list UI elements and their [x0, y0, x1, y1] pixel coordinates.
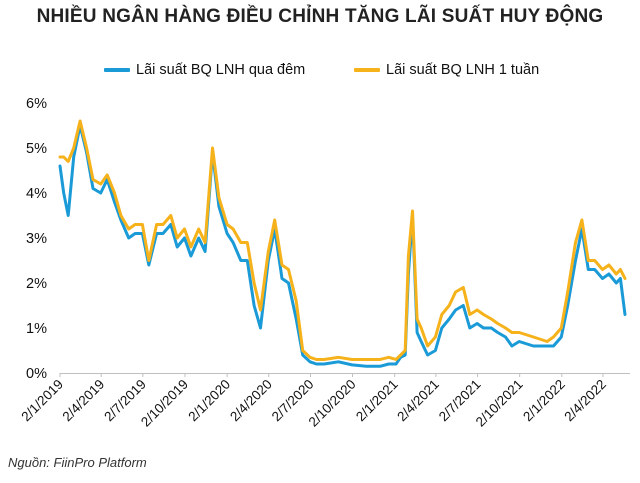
- x-tick-label: 2/4/2022: [561, 377, 609, 425]
- x-tick-label: 2/1/2021: [353, 377, 401, 425]
- legend-swatch-overnight: [104, 68, 130, 72]
- source-note: Nguồn: FiinPro Platform: [8, 455, 147, 470]
- legend-swatch-one-week: [354, 68, 380, 72]
- series-line-one-week: [58, 119, 627, 361]
- x-tick-label: 2/4/2021: [394, 377, 442, 425]
- legend-item-one-week: Lãi suất BQ LNH 1 tuần: [354, 62, 539, 78]
- y-axis: 0% 1% 2% 3% 4% 5% 6%: [26, 96, 47, 382]
- y-tick-label: 2%: [26, 276, 47, 292]
- chart-title: NHIỀU NGÂN HÀNG ĐIỀU CHỈNH TĂNG LÃI SUẤT…: [36, 6, 604, 27]
- x-tick-label: 2/4/2020: [227, 377, 275, 425]
- y-tick-label: 4%: [26, 186, 47, 202]
- x-tick-label: 2/4/2019: [60, 377, 108, 425]
- x-tick-label: 2/1/2022: [520, 377, 568, 425]
- y-tick-label: 1%: [26, 321, 47, 337]
- legend-label-overnight: Lãi suất BQ LNH qua đêm: [136, 62, 306, 78]
- y-tick-label: 5%: [26, 141, 47, 157]
- series-lines: [58, 119, 627, 368]
- legend-label-one-week: Lãi suất BQ LNH 1 tuần: [386, 62, 540, 78]
- y-tick-label: 6%: [26, 96, 47, 112]
- y-tick-label: 0%: [26, 366, 47, 382]
- y-tick-label: 3%: [26, 231, 47, 247]
- legend-item-overnight: Lãi suất BQ LNH qua đêm: [104, 62, 305, 78]
- x-axis: 2/1/20192/4/20192/7/20192/10/20192/1/202…: [18, 373, 630, 430]
- x-tick-label: 2/1/2020: [185, 377, 233, 425]
- legend: Lãi suất BQ LNH qua đêm Lãi suất BQ LNH …: [0, 62, 640, 84]
- x-tick-label: 2/1/2019: [18, 377, 66, 425]
